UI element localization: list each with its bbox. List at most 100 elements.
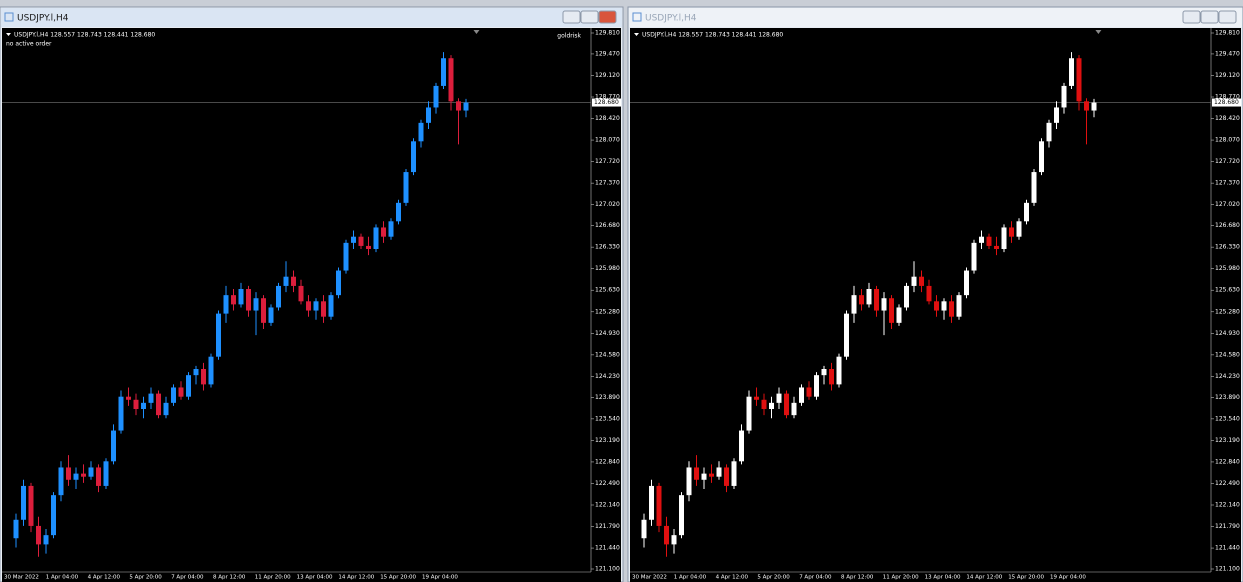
candle-body <box>1039 141 1044 173</box>
time-label: 4 Apr 12:00 <box>88 575 121 581</box>
time-label: 7 Apr 04:00 <box>799 575 832 581</box>
candle-body <box>859 295 864 305</box>
maximize-button[interactable] <box>580 10 599 24</box>
candle-body <box>754 396 759 400</box>
candle-body <box>291 276 296 286</box>
candle-body <box>13 519 19 539</box>
current-price-label: 128.680 <box>1214 99 1239 106</box>
close-button[interactable] <box>598 10 617 24</box>
price-tick-label: 123.890 <box>1215 394 1240 401</box>
candle-body <box>1031 172 1037 203</box>
candle-body <box>261 298 266 323</box>
candle-body <box>28 485 34 526</box>
candle-body <box>88 467 94 477</box>
candle-body <box>956 295 962 317</box>
price-tick-label: 124.930 <box>1215 330 1240 337</box>
candle-body <box>784 393 789 416</box>
candle-body <box>306 301 311 311</box>
price-tick-label: 129.470 <box>1215 50 1240 57</box>
candle-body <box>118 396 124 431</box>
candle-body <box>656 485 662 526</box>
shift-marker <box>473 30 480 34</box>
candle-body <box>979 236 984 243</box>
indicator-name: goldrisk <box>557 33 581 40</box>
time-label: 1 Apr 04:00 <box>46 575 79 581</box>
candle-body <box>1024 202 1029 222</box>
candle-body <box>51 495 56 536</box>
time-label: 4 Apr 12:00 <box>716 575 749 581</box>
price-tick-label: 123.890 <box>595 394 620 401</box>
candle-body <box>156 393 161 416</box>
candle-body <box>246 289 251 311</box>
price-tick-label: 127.020 <box>1215 201 1240 208</box>
price-tick-label: 125.280 <box>595 308 620 315</box>
info-arrow <box>6 33 11 36</box>
candle-body <box>441 58 446 86</box>
candle-body <box>328 295 334 317</box>
candle-body <box>664 525 669 545</box>
price-tick-label: 126.680 <box>595 222 620 229</box>
price-tick-label: 125.980 <box>1215 265 1240 272</box>
price-tick-label: 121.440 <box>595 545 620 552</box>
candle-body <box>276 285 281 308</box>
candle-body <box>73 473 79 480</box>
price-tick-label: 123.540 <box>1215 415 1240 422</box>
price-tick-label: 125.630 <box>595 287 620 294</box>
candle-body <box>904 285 909 308</box>
candle-body <box>103 461 109 486</box>
candle-body <box>418 122 424 142</box>
price-tick-label: 123.190 <box>1215 437 1240 444</box>
price-tick-label: 129.470 <box>595 50 620 57</box>
candle-body <box>829 369 834 385</box>
candle-body <box>321 301 326 317</box>
candle-body <box>208 356 214 385</box>
candle-body <box>799 387 804 403</box>
minimize-button[interactable] <box>562 10 581 24</box>
candle-body <box>148 393 154 403</box>
price-tick-label: 128.420 <box>595 115 620 122</box>
price-tick-label: 124.230 <box>595 373 620 380</box>
current-price-box <box>592 98 621 107</box>
candle-body <box>186 375 191 397</box>
current-price-label: 128.680 <box>594 99 619 106</box>
price-tick-label: 127.370 <box>595 180 620 187</box>
price-tick-label: 125.630 <box>1215 287 1240 294</box>
candle-body <box>844 313 849 357</box>
price-tick-label: 129.120 <box>1215 72 1240 79</box>
candle-body <box>433 85 439 108</box>
price-tick-label: 121.790 <box>1215 523 1240 530</box>
candle-body <box>694 467 699 480</box>
candle-body <box>934 301 939 311</box>
candle-body <box>769 402 774 409</box>
candle-body <box>964 270 969 296</box>
minimize-button[interactable] <box>1182 10 1201 24</box>
time-label: 30 Mar 2022 <box>632 575 667 581</box>
price-tick-label: 126.330 <box>1215 244 1240 251</box>
candle-body <box>761 399 767 409</box>
symbol-info: USDJPY.l,H4 128.557 128.743 128.441 128.… <box>14 32 155 39</box>
close-button[interactable] <box>1218 10 1237 24</box>
candle-body <box>994 245 999 249</box>
candle-body <box>709 473 714 477</box>
price-tick-label: 122.490 <box>595 480 620 487</box>
price-tick-label: 122.840 <box>1215 458 1240 465</box>
candle-body <box>874 289 879 311</box>
candle-body <box>231 295 236 305</box>
candle-body <box>36 525 41 545</box>
candle-body <box>58 467 64 496</box>
candle-body <box>253 298 259 311</box>
candle-body <box>358 236 364 246</box>
candle-body <box>889 298 894 323</box>
candle-body <box>268 307 274 323</box>
price-tick-label: 129.810 <box>1215 30 1240 37</box>
candle-body <box>111 430 116 462</box>
candle-body <box>1061 85 1067 108</box>
time-label: 8 Apr 12:00 <box>841 575 874 581</box>
candle-body <box>1001 227 1007 249</box>
candle-body <box>686 467 692 496</box>
maximize-button[interactable] <box>1200 10 1219 24</box>
time-label: 30 Mar 2022 <box>4 575 39 581</box>
candle-body <box>381 227 386 237</box>
price-tick-label: 128.770 <box>595 94 620 101</box>
